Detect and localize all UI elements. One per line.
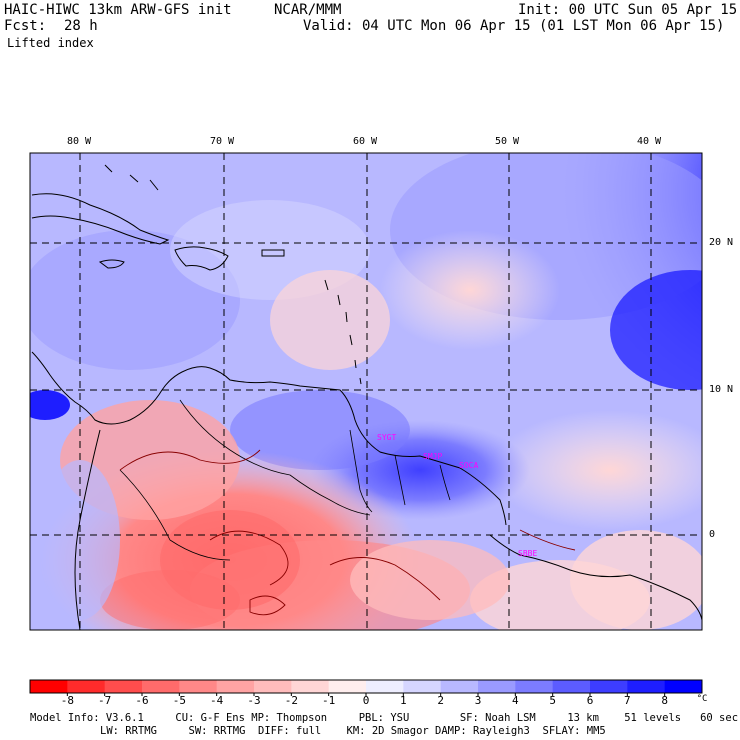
legend-swatch	[515, 680, 554, 693]
legend-tick-label: 0	[362, 694, 370, 707]
model-info-line1: Model Info: V3.6.1 CU: G-F Ens MP: Thomp…	[30, 712, 739, 724]
shading-layer	[30, 153, 702, 630]
lon-label-80w: 80 W	[67, 136, 92, 147]
legend-tick-label: 8	[661, 694, 668, 707]
legend-swatch	[291, 680, 330, 693]
organization: NCAR/MMM	[274, 2, 342, 18]
lat-label-20n: 20 N	[709, 237, 734, 248]
legend-tick-label: 1	[400, 694, 407, 707]
legend-tick-label: 6	[586, 694, 594, 707]
map-frame	[29, 152, 703, 631]
lon-label-50w: 50 W	[495, 136, 520, 147]
legend-swatch	[478, 680, 516, 693]
forecast-label: Fcst:	[4, 18, 47, 34]
coastlines	[31, 164, 703, 631]
legend-swatch	[67, 680, 106, 693]
station-label: SBBE	[518, 549, 538, 558]
model-info-line2: LW: RRTMG SW: RRTMG DIFF: full KM: 2D Sm…	[100, 725, 606, 737]
legend-tick-label: 7	[624, 694, 631, 707]
graticule	[30, 153, 702, 630]
init-time: Init: 00 UTC Sun 05 Apr 15	[518, 2, 738, 18]
legend-tick-label: -7	[98, 694, 112, 707]
legend-swatch	[664, 680, 703, 693]
legend-swatch	[552, 680, 591, 693]
lon-label-70w: 70 W	[210, 136, 235, 147]
lon-label-40w: 40 W	[637, 136, 662, 147]
forecast-hour: 28 h	[64, 18, 98, 34]
legend-swatch	[30, 680, 68, 693]
station-label: SYGT	[377, 433, 397, 442]
lon-label-60w: 60 W	[353, 136, 378, 147]
legend-swatch	[142, 680, 180, 693]
legend-swatch	[216, 680, 255, 693]
legend-tick-label: -4	[210, 694, 224, 707]
legend-unit: °C	[696, 694, 708, 704]
legend-tick-label: -6	[135, 694, 149, 707]
station-label: SOCA	[459, 461, 479, 470]
legend-tick-label: -1	[322, 694, 336, 707]
legend-bar	[29, 679, 703, 696]
legend-swatch	[179, 680, 218, 693]
legend-swatch	[440, 680, 479, 693]
legend-tick-label: -2	[284, 694, 298, 707]
legend-swatch	[366, 680, 404, 693]
legend-swatch	[328, 680, 367, 693]
lat-label-10n: 10 N	[709, 384, 734, 395]
legend-tick-label: 4	[512, 694, 519, 707]
field-name: Lifted index	[7, 36, 94, 50]
legend-swatch	[104, 680, 143, 693]
legend-tick-label: 5	[549, 694, 556, 707]
legend-swatch	[403, 680, 442, 693]
legend-tick-label: -8	[60, 694, 74, 707]
contour-lines	[119, 449, 576, 616]
legend-tick-label: -3	[247, 694, 261, 707]
valid-time: Valid: 04 UTC Mon 06 Apr 15 (01 LST Mon …	[303, 18, 725, 34]
legend-tick-label: -5	[172, 694, 186, 707]
lat-label-equator: 0	[709, 529, 716, 540]
legend-swatch	[590, 680, 628, 693]
legend-swatch	[254, 680, 292, 693]
model-title: HAIC-HIWC 13km ARW-GFS init	[4, 2, 232, 18]
legend-swatch	[627, 680, 666, 693]
station-label: SMJP	[423, 452, 443, 461]
legend-tick-label: 3	[474, 694, 482, 707]
legend-tick-label: 2	[437, 694, 444, 707]
